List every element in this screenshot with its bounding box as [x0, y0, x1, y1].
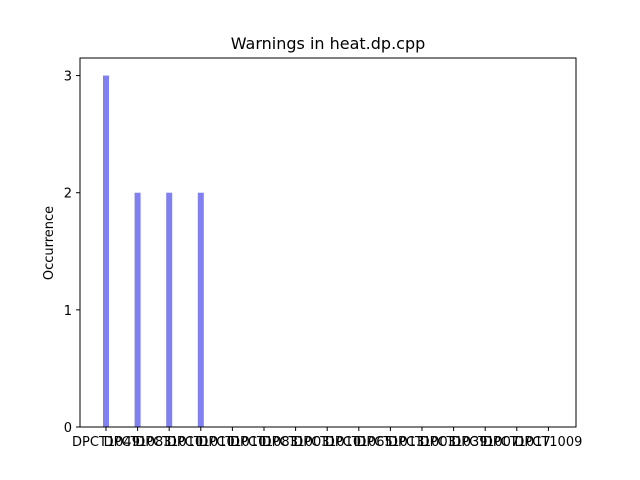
plot-frame [79, 57, 577, 428]
y-axis-label: Occurrence [42, 206, 57, 280]
x-tick-label: DPCT1010 [198, 435, 266, 450]
chart-title: Warnings in heat.dp.cpp [231, 34, 426, 53]
x-tick-label: DPCT1049 [72, 435, 140, 450]
x-tick-label: DPCT1010 [167, 435, 235, 450]
x-tick-label: DPCT1003 [388, 435, 456, 450]
x-tick-label: DPCT1013 [356, 435, 424, 450]
y-tick-label: 2 [64, 187, 72, 202]
x-tick-label: DPCT1083 [104, 435, 172, 450]
x-tick-label: DPCT1065 [325, 435, 393, 450]
bar [103, 75, 109, 428]
bar [166, 192, 173, 427]
y-tick-label: 3 [64, 70, 72, 85]
x-tick-label: DPCT1083 [230, 435, 298, 450]
x-tick-label: DPCT1007 [451, 435, 519, 450]
x-tick-label: DPCT1009 [514, 435, 582, 450]
bar [134, 192, 141, 427]
y-tick-label: 0 [64, 421, 72, 436]
x-tick-label: DPCT1003 [262, 435, 330, 450]
y-tick-label: 1 [64, 304, 72, 319]
x-tick-label: DPCT1017 [483, 435, 551, 450]
x-tick-label: DPCT1010 [293, 435, 361, 450]
x-tick-label: DPCT1010 [135, 435, 203, 450]
bars-group [103, 75, 204, 428]
y-ticks-group: 0 1 2 3 [64, 70, 80, 436]
x-tick-label: DPCT1039 [420, 435, 488, 450]
bar [197, 192, 204, 427]
x-ticks-group: DPCT1049DPCT1083DPCT1010DPCT1010DPCT1010… [72, 427, 582, 450]
